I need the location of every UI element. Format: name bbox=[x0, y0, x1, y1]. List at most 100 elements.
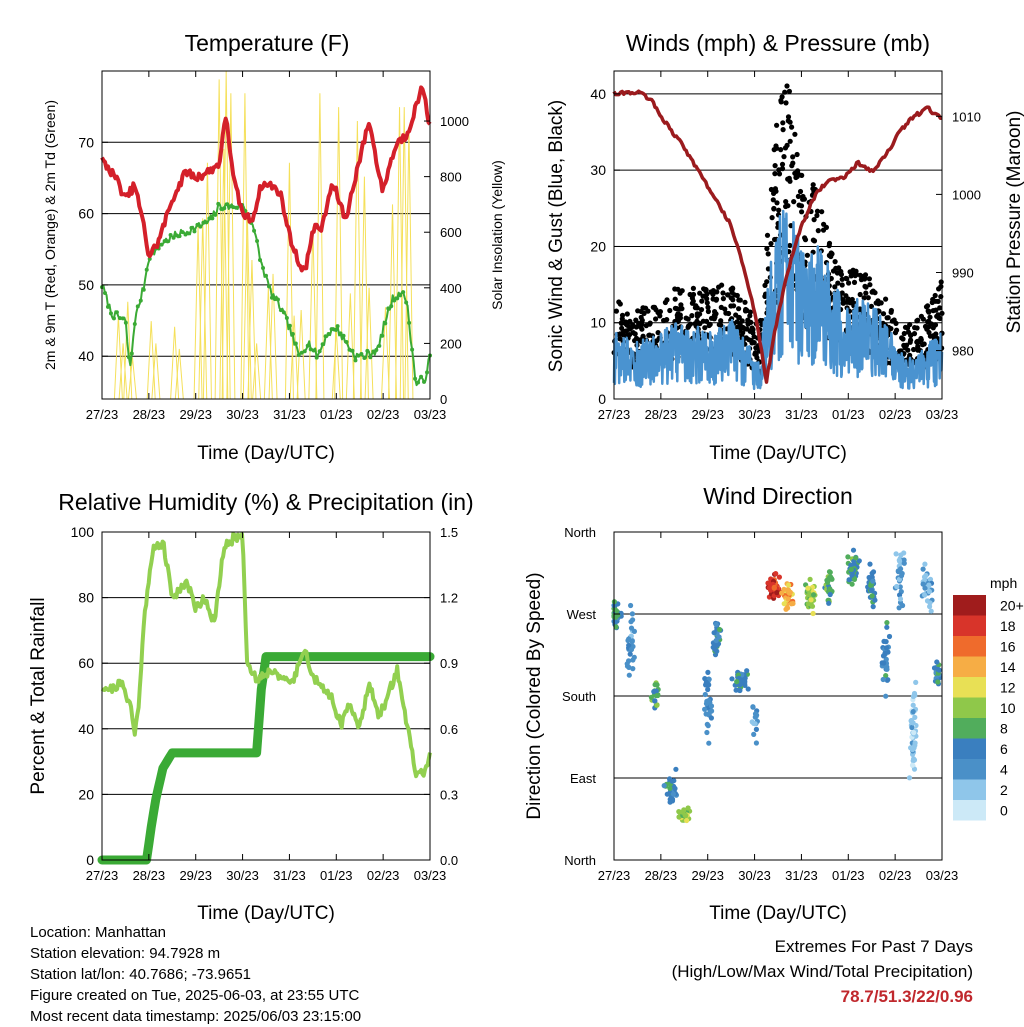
rh-ytick-label: 100 bbox=[71, 524, 95, 540]
direction-point bbox=[928, 608, 934, 614]
direction-point bbox=[682, 812, 688, 818]
direction-point bbox=[773, 571, 779, 577]
solar-spike bbox=[118, 343, 128, 400]
temperature-panel: Temperature (F) 40 50 60 70 0 200 400 600 800 100… bbox=[42, 30, 505, 464]
solar-spike bbox=[331, 329, 341, 400]
direction-point bbox=[897, 592, 903, 598]
solar-ytick-label: 800 bbox=[440, 170, 462, 185]
temp-xtick-label: 02/23 bbox=[367, 407, 400, 422]
direction-point bbox=[922, 592, 928, 598]
gust-point bbox=[619, 312, 626, 318]
colorbar-label: 2 bbox=[1000, 782, 1008, 798]
direction-point bbox=[809, 603, 816, 609]
gust-point bbox=[888, 309, 894, 315]
direction-point bbox=[880, 676, 886, 683]
gust-point bbox=[862, 283, 868, 289]
gust-point bbox=[785, 118, 791, 124]
direction-point bbox=[880, 653, 887, 659]
direction-point bbox=[911, 766, 918, 772]
gust-point bbox=[853, 271, 860, 278]
gust-point bbox=[840, 297, 846, 303]
direction-point bbox=[745, 686, 751, 692]
gust-point bbox=[738, 325, 744, 331]
direction-point bbox=[824, 577, 830, 583]
solar-spike bbox=[226, 93, 236, 400]
wind-xtick-label: 02/23 bbox=[879, 407, 912, 422]
station-latlon: Station lat/lon: 40.7686; -73.9651 bbox=[30, 966, 252, 983]
colorbar-swatch bbox=[953, 759, 986, 780]
gust-point bbox=[869, 289, 875, 295]
gust-point bbox=[706, 322, 712, 329]
direction-point bbox=[913, 679, 919, 686]
direction-point bbox=[669, 796, 676, 802]
direction-xtick-label: 29/23 bbox=[691, 868, 724, 883]
gust-point bbox=[716, 322, 722, 328]
solar-spike bbox=[151, 343, 161, 400]
gust-point bbox=[678, 302, 684, 308]
direction-ytick-label: South bbox=[562, 689, 596, 704]
gust-point bbox=[653, 316, 659, 322]
gust-point bbox=[905, 329, 912, 335]
gust-point bbox=[772, 186, 779, 192]
temp-xtick-label: 03/23 bbox=[414, 407, 447, 422]
wind-direction-title: Wind Direction bbox=[703, 483, 853, 509]
winds-ylabel: Sonic Wind & Gust (Blue, Black) bbox=[546, 100, 567, 372]
pressure-ytick-label: 1010 bbox=[952, 109, 981, 124]
gust-point bbox=[713, 297, 719, 303]
wind-direction-series bbox=[611, 547, 943, 824]
gust-point bbox=[789, 163, 795, 169]
gust-point bbox=[934, 313, 940, 319]
data-timestamp: Most recent data timestamp: 2025/06/03 2… bbox=[30, 1008, 362, 1025]
gust-point bbox=[907, 352, 913, 358]
gust-point bbox=[675, 314, 681, 321]
direction-point bbox=[922, 561, 928, 567]
gust-point bbox=[743, 306, 749, 313]
gust-point bbox=[772, 163, 778, 169]
gust-point bbox=[921, 341, 927, 347]
pressure-ytick-label: 980 bbox=[952, 344, 974, 359]
colorbar-swatch bbox=[953, 615, 986, 636]
solar-spike bbox=[240, 93, 250, 400]
direction-point bbox=[672, 785, 678, 792]
precip-ytick-label: 0.3 bbox=[440, 787, 458, 802]
gust-point bbox=[914, 339, 920, 345]
gust-point bbox=[768, 241, 774, 247]
solar-spike bbox=[289, 315, 299, 400]
precip-ytick-label: 0.0 bbox=[440, 853, 458, 868]
direction-point bbox=[870, 604, 876, 610]
gust-point bbox=[787, 178, 793, 184]
wind-xtick-label: 29/23 bbox=[691, 407, 724, 422]
humidity-panel: Relative Humidity (%) & Precipitation (i… bbox=[28, 489, 474, 924]
direction-point bbox=[628, 602, 634, 609]
humidity-plot-frame bbox=[101, 531, 431, 861]
gust-point bbox=[862, 272, 869, 278]
gust-point bbox=[713, 311, 719, 317]
gust-point bbox=[892, 330, 899, 336]
gust-point bbox=[736, 306, 742, 312]
direction-point bbox=[920, 581, 926, 587]
gust-point bbox=[745, 321, 751, 327]
gust-point bbox=[783, 203, 789, 210]
direction-point bbox=[705, 723, 711, 729]
direction-point bbox=[704, 729, 710, 736]
gust-point bbox=[901, 330, 907, 337]
gust-point bbox=[780, 120, 786, 126]
winds-title: Winds (mph) & Pressure (mb) bbox=[626, 30, 930, 56]
direction-point bbox=[906, 775, 913, 781]
station-location: Location: Manhattan bbox=[30, 924, 166, 941]
gust-point bbox=[828, 275, 834, 282]
gust-point bbox=[884, 315, 890, 321]
direction-point bbox=[652, 698, 658, 704]
direction-point bbox=[845, 554, 851, 560]
gust-point bbox=[926, 309, 932, 315]
direction-point bbox=[785, 596, 791, 602]
gust-point bbox=[932, 292, 938, 299]
gust-point bbox=[776, 167, 782, 173]
solar-spike bbox=[219, 148, 229, 400]
solar-spike bbox=[146, 321, 156, 400]
direction-xtick-label: 27/23 bbox=[598, 868, 631, 883]
temp-xtick-label: 01/23 bbox=[320, 407, 353, 422]
gust-point bbox=[776, 171, 783, 177]
gust-point bbox=[815, 228, 821, 234]
direction-point bbox=[867, 561, 873, 567]
